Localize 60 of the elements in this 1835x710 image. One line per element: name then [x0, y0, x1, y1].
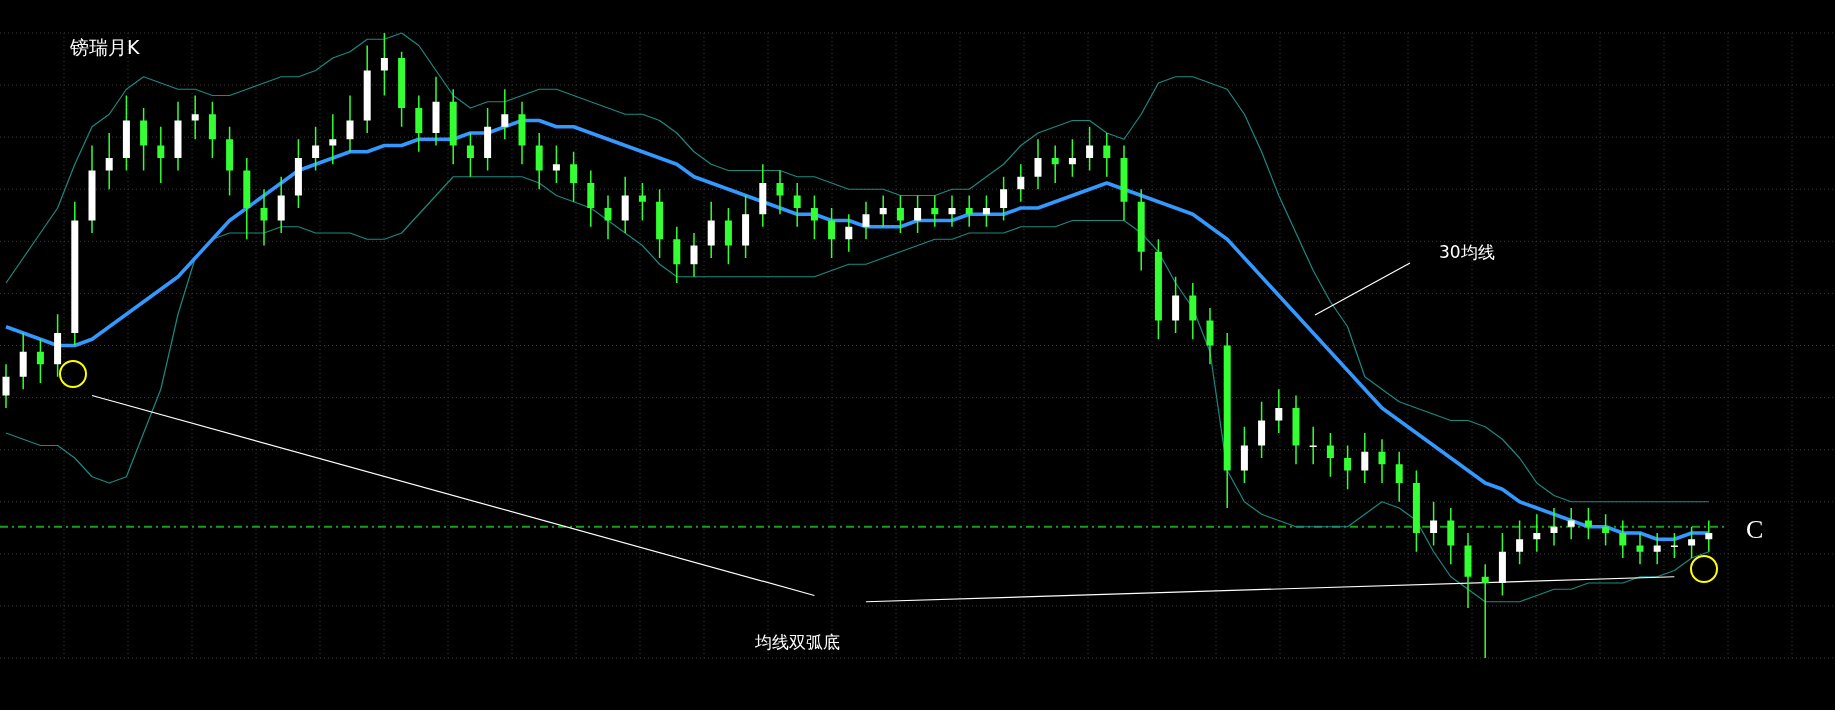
candlestick [914, 194, 922, 234]
candlestick [191, 94, 199, 140]
candlestick [793, 182, 801, 228]
candlestick [1344, 444, 1352, 490]
candlestick [2, 363, 10, 409]
candlestick [1533, 513, 1541, 553]
candlestick [1550, 507, 1558, 547]
candlestick [1017, 163, 1025, 203]
candlestick [570, 151, 578, 203]
candlestick [896, 194, 904, 234]
candlestick [1430, 501, 1438, 547]
candlestick [1275, 388, 1283, 434]
candlestick [1688, 526, 1696, 559]
candlestick [1361, 432, 1369, 484]
candlestick [36, 338, 44, 384]
candlestick [1000, 176, 1008, 222]
candlestick [690, 232, 698, 278]
candlestick [1068, 138, 1076, 178]
candlestick [604, 194, 612, 240]
candlestick [931, 194, 939, 228]
candlestick [466, 132, 474, 178]
annotation: 均线双弧底 [754, 632, 840, 652]
candlestick [260, 188, 268, 247]
candlestick [879, 194, 887, 228]
candlestick [1086, 126, 1094, 172]
annotation: 30均线 [1439, 242, 1495, 262]
candlestick [1602, 513, 1610, 547]
candlestick [810, 194, 818, 240]
candlestick [1378, 438, 1386, 484]
candlestick [1481, 563, 1489, 659]
candlestick [845, 213, 853, 253]
candlestick [346, 94, 354, 153]
candlestick [1103, 132, 1111, 178]
candlestick [1034, 138, 1042, 190]
candlestick [828, 207, 836, 259]
candlestick [948, 194, 956, 228]
candlestick [105, 132, 113, 190]
candlestick [965, 194, 973, 228]
candlestick [862, 201, 870, 240]
candlestick [380, 32, 388, 97]
candlestick [552, 144, 560, 184]
candlestick [1567, 507, 1575, 540]
candlestick [1584, 507, 1592, 540]
candlestick [1653, 532, 1661, 565]
candlestick [157, 126, 165, 184]
candlestick [1516, 519, 1524, 565]
candlestick [1395, 451, 1403, 503]
ref-line-label: C [1746, 514, 1764, 544]
candlestick [312, 126, 320, 172]
candlestick [1636, 532, 1644, 565]
candlestick [1051, 144, 1059, 184]
candlestick [982, 194, 990, 228]
candlestick [638, 182, 646, 222]
candlestick [1705, 519, 1713, 553]
candlestick [501, 88, 509, 140]
candlestick [1326, 432, 1334, 478]
chart-title: 镑瑞月K [69, 36, 140, 58]
candlestick [1619, 519, 1627, 559]
candlestick [329, 113, 337, 165]
candlestick [776, 169, 784, 215]
